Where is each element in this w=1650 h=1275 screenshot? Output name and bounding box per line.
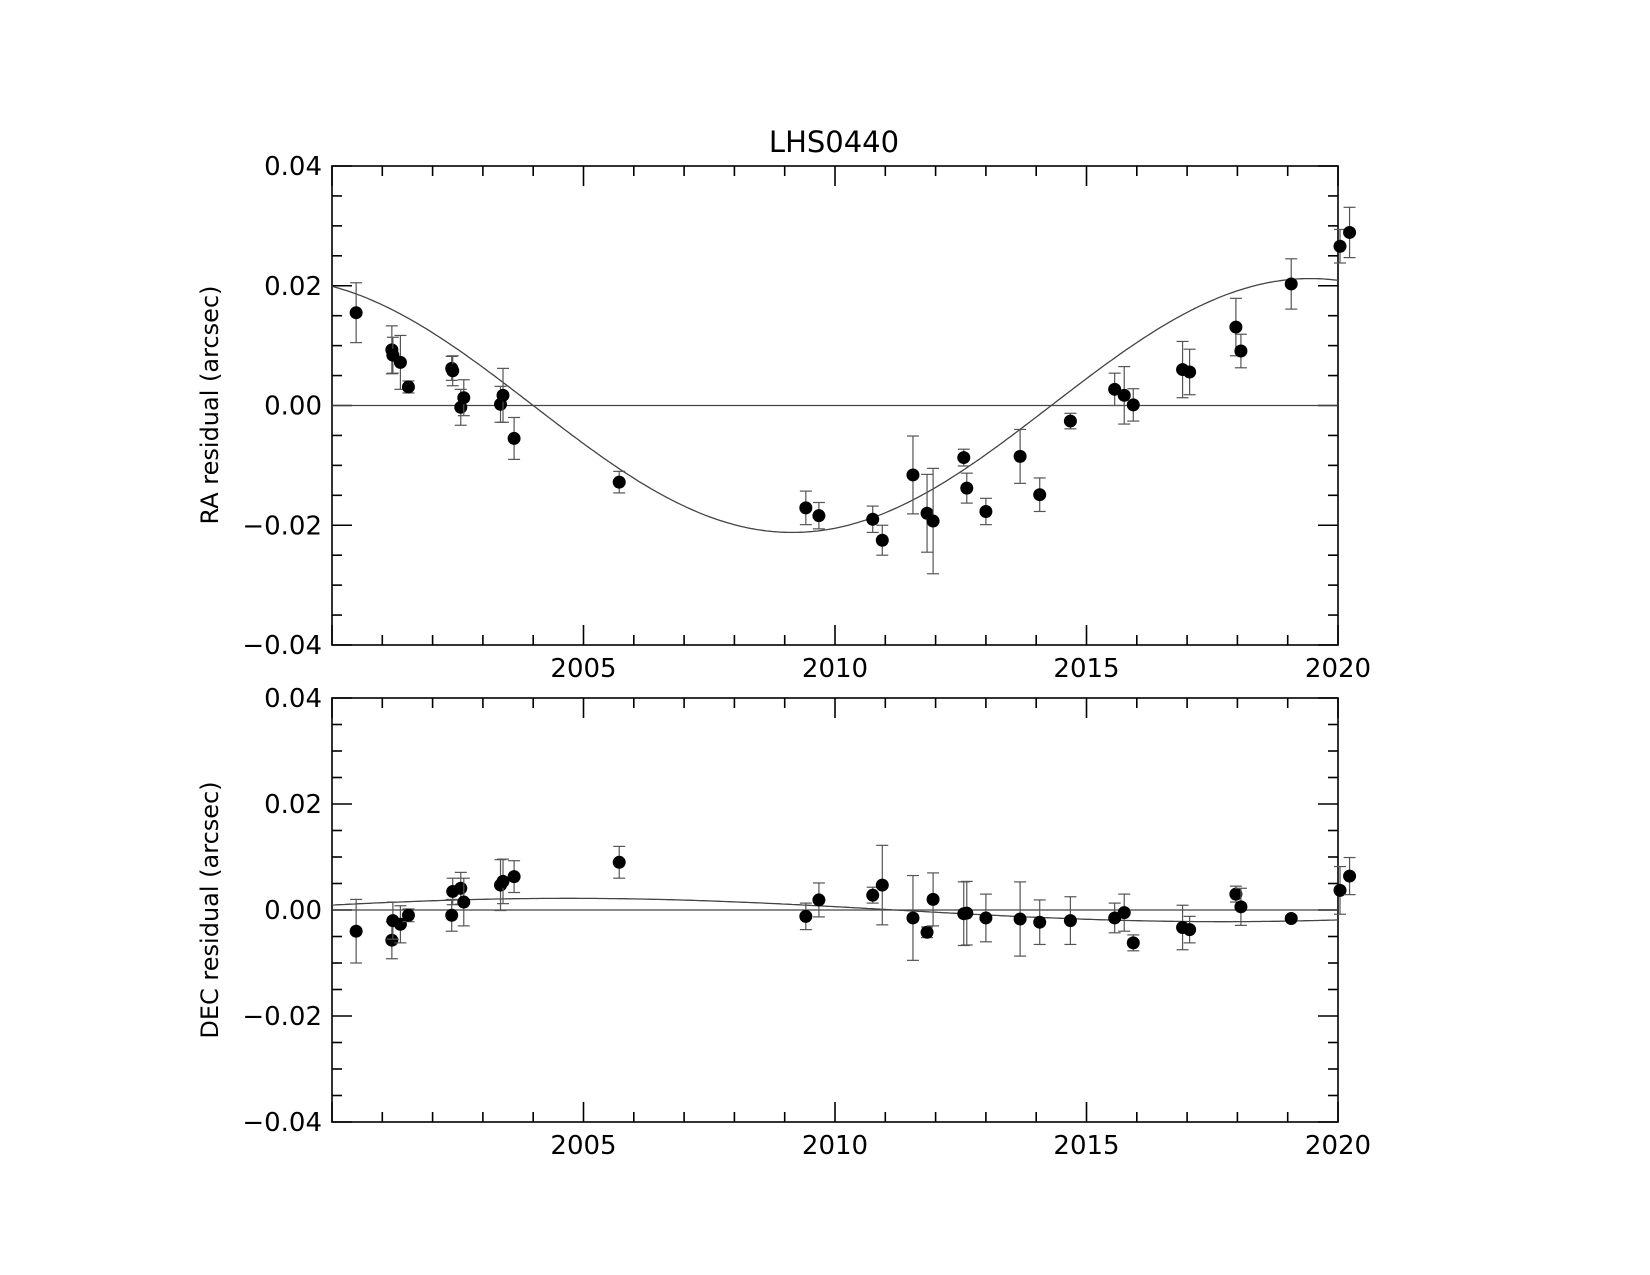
dec-data-point (1033, 915, 1047, 929)
dec-data-point (1126, 936, 1140, 950)
dec-data-point (799, 909, 813, 923)
dec-data-point (875, 878, 889, 892)
dec-data-point (457, 895, 471, 909)
ra-data-point (446, 364, 460, 378)
ra-data-point (496, 388, 510, 402)
ra-data-point (1013, 449, 1027, 463)
ra-data-point (866, 512, 880, 526)
dec-y-tick-label: 0.02 (264, 790, 322, 820)
dec-data-point (979, 911, 993, 925)
dec-x-tick-label: 2015 (1053, 1131, 1119, 1161)
dec-x-tick-label: 2010 (802, 1131, 868, 1161)
ra-y-tick-label: 0.04 (264, 152, 322, 182)
ra-y-tick-label: −0.04 (242, 631, 322, 661)
ra-residual-panel: RA residual (arcsec) −0.04 −0.02 0.00 0.02 0… (196, 152, 1371, 684)
ra-data-point (612, 475, 626, 489)
ra-y-axis-label: RA residual (arcsec) (196, 286, 224, 525)
ra-data-point (1126, 398, 1140, 412)
dec-data-point (926, 892, 940, 906)
dec-data-point (507, 870, 521, 884)
ra-data-point (979, 504, 993, 518)
ra-data-point (906, 468, 920, 482)
ra-data-point (960, 481, 974, 495)
dec-x-tick-label: 2005 (550, 1131, 616, 1161)
dec-y-axis-label: DEC residual (arcsec) (196, 781, 224, 1038)
dec-data-point (1333, 883, 1347, 897)
dec-y-tick-label: −0.04 (242, 1108, 322, 1138)
ra-data-point (1183, 365, 1197, 379)
ra-x-tick-label: 2010 (802, 654, 868, 684)
dec-data-point (1183, 923, 1197, 937)
dec-fit-curve (331, 897, 1339, 923)
ra-data-point (457, 391, 471, 405)
dec-residual-panel: DEC residual (arcsec) −0.04 −0.02 0.00 0.02… (196, 684, 1371, 1161)
dec-data-point (612, 855, 626, 869)
ra-data-point (1343, 225, 1357, 239)
dec-data-point (496, 874, 510, 888)
ra-y-tick-label: 0.00 (264, 392, 322, 422)
chart-title: LHS0440 (769, 125, 899, 159)
dec-data-point (906, 911, 920, 925)
ra-data-point (507, 431, 521, 445)
ra-x-tick-label: 2005 (550, 654, 616, 684)
ra-data-point (401, 380, 415, 394)
ra-y-tick-label: −0.02 (242, 511, 322, 541)
dec-data-point (1284, 911, 1298, 925)
ra-data-point (1234, 344, 1248, 358)
dec-data-point (812, 893, 826, 907)
dec-data-point (1343, 869, 1357, 883)
ra-data-point (926, 514, 940, 528)
dec-data-point (1117, 906, 1131, 920)
ra-data-point (1117, 388, 1131, 402)
ra-data-point (1284, 277, 1298, 291)
dec-data-point (349, 924, 363, 938)
dec-data-point (960, 906, 974, 920)
ra-data-point (875, 533, 889, 547)
ra-data-point (1108, 382, 1122, 396)
dec-data-point (454, 881, 468, 895)
dec-data-point (385, 933, 399, 947)
ra-data-point (1033, 488, 1047, 502)
dec-y-tick-label: 0.04 (264, 684, 322, 714)
dec-x-tick-label: 2020 (1305, 1131, 1371, 1161)
dec-data-point (445, 908, 459, 922)
ra-data-point (349, 306, 363, 320)
ra-x-tick-label: 2020 (1305, 654, 1371, 684)
ra-data-point (1063, 414, 1077, 428)
dec-data-point (1108, 911, 1122, 925)
ra-fit-curve (331, 277, 1339, 534)
ra-x-tick-label: 2015 (1053, 654, 1119, 684)
ra-data-point (393, 355, 407, 369)
ra-data-point (812, 509, 826, 523)
ra-data-point (1229, 320, 1243, 334)
dec-data-point (866, 888, 880, 902)
dec-data-point (1063, 914, 1077, 928)
dec-y-tick-label: −0.02 (242, 1002, 322, 1032)
dec-data-point (401, 908, 415, 922)
ra-data-point (1333, 239, 1347, 253)
ra-y-tick-label: 0.02 (264, 272, 322, 302)
dec-data-point (920, 925, 934, 939)
dec-data-point (1013, 912, 1027, 926)
dec-y-tick-label: 0.00 (264, 896, 322, 926)
ra-data-point (957, 451, 971, 465)
ra-data-point (799, 501, 813, 515)
dec-data-point (1234, 900, 1248, 914)
dec-data-point (1229, 887, 1243, 901)
